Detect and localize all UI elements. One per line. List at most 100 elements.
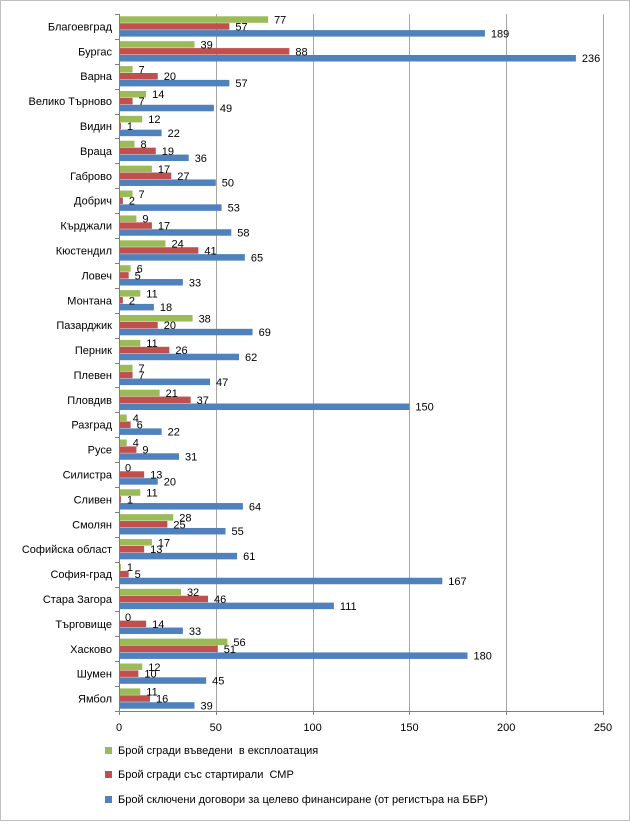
data-label: 9 xyxy=(142,445,148,457)
gridlines xyxy=(216,14,604,711)
data-label: 19 xyxy=(162,146,174,158)
data-label: 39 xyxy=(201,700,213,712)
data-label: 4 xyxy=(133,413,139,425)
data-label: 11 xyxy=(146,687,157,699)
data-label: 64 xyxy=(249,501,261,513)
bar xyxy=(119,315,193,322)
bar xyxy=(119,446,137,453)
axes: 0 50 100 150 200 250БлагоевградБургасВарнаВел… xyxy=(22,14,612,734)
data-label: 13 xyxy=(150,470,162,482)
data-label: 12 xyxy=(148,662,160,674)
data-label: 41 xyxy=(204,245,216,257)
data-label: 11 xyxy=(146,338,157,350)
bar xyxy=(119,215,137,222)
bar xyxy=(119,627,183,635)
data-label: 236 xyxy=(582,53,600,65)
bar xyxy=(119,645,218,653)
bar xyxy=(119,229,232,236)
category-label: Варна xyxy=(80,71,113,83)
data-label: 9 xyxy=(142,214,148,226)
category-label: Видин xyxy=(80,121,112,133)
bar xyxy=(119,104,214,112)
data-label: 21 xyxy=(166,388,178,400)
data-label: 38 xyxy=(199,313,211,325)
x-tick-label: 250 xyxy=(594,722,612,734)
bar xyxy=(119,521,168,528)
data-label: 14 xyxy=(152,619,164,631)
data-label: 22 xyxy=(168,427,180,439)
bar xyxy=(119,72,158,80)
bar xyxy=(119,396,191,404)
bar xyxy=(119,389,160,397)
data-label: 77 xyxy=(274,15,286,27)
category-label: Сливен xyxy=(74,494,112,506)
bar xyxy=(119,129,162,137)
data-label: 39 xyxy=(201,39,213,51)
bar xyxy=(119,353,240,361)
data-label: 7 xyxy=(139,370,145,382)
category-label: Разград xyxy=(71,420,112,432)
data-label: 56 xyxy=(233,637,245,649)
bar xyxy=(119,364,133,372)
category-label: Търговище xyxy=(55,619,112,631)
bar xyxy=(119,471,145,478)
bar xyxy=(119,140,135,148)
data-label: 18 xyxy=(160,302,172,314)
data-label: 65 xyxy=(251,252,263,264)
data-label: 17 xyxy=(158,164,170,176)
bar xyxy=(119,279,183,286)
category-label: Русе xyxy=(88,445,112,457)
data-label: 25 xyxy=(173,519,185,531)
category-label: Пловдив xyxy=(67,395,112,407)
data-label: 32 xyxy=(187,587,199,599)
bar xyxy=(119,677,207,684)
bar xyxy=(119,489,141,496)
category-label: Монтана xyxy=(67,295,113,307)
bars xyxy=(119,16,576,709)
data-label: 1 xyxy=(127,121,133,133)
bar xyxy=(119,147,156,155)
category-label: Благоевград xyxy=(48,21,113,33)
bar xyxy=(119,503,243,510)
x-tick-label: 50 xyxy=(210,722,222,734)
bar xyxy=(119,545,145,553)
bar xyxy=(119,663,143,671)
category-label: Смолян xyxy=(72,519,112,531)
bar xyxy=(119,97,133,105)
bar xyxy=(119,527,226,535)
x-tick-label: 100 xyxy=(303,722,321,734)
bar xyxy=(119,552,238,560)
data-label: 180 xyxy=(473,651,491,663)
data-label: 22 xyxy=(168,128,180,140)
category-label: Перник xyxy=(75,345,112,357)
bar xyxy=(119,247,199,254)
bar xyxy=(119,688,141,695)
bar xyxy=(119,66,133,73)
data-label: 53 xyxy=(228,203,240,215)
legend-swatch xyxy=(105,796,112,803)
bar xyxy=(119,16,269,23)
category-label: Силистра xyxy=(63,470,113,482)
data-label: 10 xyxy=(144,669,156,681)
legend-label: Брой сключени договори за целево финанси… xyxy=(118,794,488,806)
data-label: 20 xyxy=(164,71,176,83)
legend-label: Брой сгради въведени в експлоатация xyxy=(118,745,318,757)
category-label: Бургас xyxy=(78,46,112,58)
x-tick-label: 0 xyxy=(116,722,122,734)
bar xyxy=(119,79,230,87)
data-label: 2 xyxy=(129,196,135,208)
bar xyxy=(119,702,195,709)
bar xyxy=(119,303,154,311)
data-label: 14 xyxy=(152,89,164,101)
bar xyxy=(119,240,166,247)
category-label: Велико Търново xyxy=(28,96,112,108)
data-label: 111 xyxy=(340,601,357,613)
bar xyxy=(119,602,334,610)
data-label: 2 xyxy=(129,295,135,307)
bar xyxy=(119,41,195,48)
category-label: Кърджали xyxy=(60,221,112,233)
data-label: 36 xyxy=(195,153,207,165)
data-label: 27 xyxy=(177,171,189,183)
category-label: Плевен xyxy=(74,370,112,382)
category-label: Шумен xyxy=(77,669,112,681)
